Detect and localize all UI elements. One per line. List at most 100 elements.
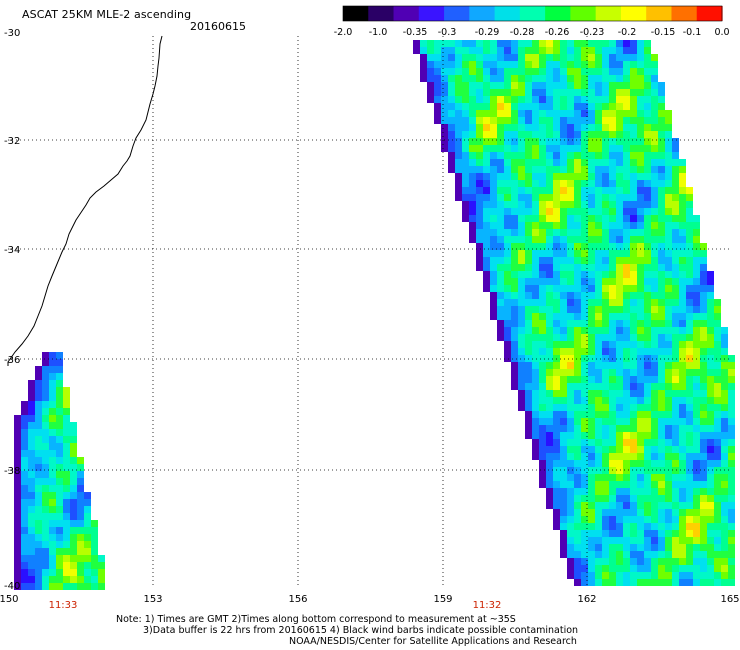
wind-cell: [609, 173, 616, 180]
wind-cell: [651, 439, 658, 446]
wind-cell: [707, 439, 714, 446]
wind-cell: [532, 236, 539, 243]
wind-edge-cell: [420, 75, 427, 82]
wind-cell: [658, 488, 665, 495]
wind-cell: [602, 152, 609, 159]
wind-cell: [714, 411, 721, 418]
wind-edge-cell: [420, 68, 427, 75]
wind-cell: [637, 355, 644, 362]
wind-cell: [616, 75, 623, 82]
wind-cell: [679, 341, 686, 348]
wind-cell: [602, 376, 609, 383]
wind-cell: [518, 299, 525, 306]
wind-cell: [588, 166, 595, 173]
wind-cell: [567, 96, 574, 103]
wind-cell: [623, 551, 630, 558]
wind-cell: [455, 82, 462, 89]
wind-cell: [686, 558, 693, 565]
wind-cell: [672, 467, 679, 474]
wind-cell: [581, 103, 588, 110]
wind-cell: [679, 509, 686, 516]
wind-edge-cell: [476, 243, 483, 250]
wind-cell: [693, 278, 700, 285]
wind-edge-cell: [14, 541, 21, 548]
wind-cell: [616, 257, 623, 264]
wind-cell: [84, 562, 91, 569]
wind-edge-cell: [504, 348, 511, 355]
wind-cell: [686, 355, 693, 362]
wind-cell: [581, 264, 588, 271]
wind-cell: [504, 145, 511, 152]
wind-cell: [686, 257, 693, 264]
wind-cell: [560, 523, 567, 530]
wind-cell: [588, 152, 595, 159]
lon-label: 150: [0, 594, 19, 605]
wind-cell: [707, 467, 714, 474]
wind-cell: [35, 450, 42, 457]
wind-cell: [602, 124, 609, 131]
wind-cell: [637, 229, 644, 236]
wind-cell: [483, 229, 490, 236]
wind-cell: [728, 544, 735, 551]
wind-cell: [567, 278, 574, 285]
wind-cell: [21, 485, 28, 492]
wind-cell: [70, 534, 77, 541]
wind-edge-cell: [28, 387, 35, 394]
wind-cell: [595, 453, 602, 460]
wind-cell: [469, 47, 476, 54]
wind-cell: [560, 96, 567, 103]
wind-cell: [553, 495, 560, 502]
colorbar-swatch: [519, 6, 546, 21]
wind-cell: [469, 208, 476, 215]
wind-cell: [581, 467, 588, 474]
wind-cell: [91, 576, 98, 583]
wind-cell: [63, 401, 70, 408]
wind-cell: [483, 201, 490, 208]
wind-cell: [497, 145, 504, 152]
wind-cell: [693, 285, 700, 292]
wind-cell: [588, 425, 595, 432]
wind-cell: [686, 509, 693, 516]
wind-cell: [616, 523, 623, 530]
wind-cell: [497, 243, 504, 250]
wind-edge-cell: [567, 565, 574, 572]
wind-cell: [595, 159, 602, 166]
wind-cell: [504, 180, 511, 187]
wind-cell: [714, 579, 721, 586]
wind-cell: [63, 485, 70, 492]
wind-cell: [700, 502, 707, 509]
wind-cell: [469, 110, 476, 117]
wind-cell: [35, 569, 42, 576]
wind-cell: [567, 222, 574, 229]
wind-cell: [63, 506, 70, 513]
wind-cell: [637, 47, 644, 54]
wind-cell: [665, 271, 672, 278]
wind-cell: [588, 299, 595, 306]
wind-cell: [651, 236, 658, 243]
wind-edge-cell: [497, 334, 504, 341]
wind-cell: [525, 82, 532, 89]
wind-cell: [623, 40, 630, 47]
wind-cell: [511, 299, 518, 306]
wind-cell: [630, 68, 637, 75]
wind-cell: [574, 159, 581, 166]
wind-cell: [476, 215, 483, 222]
wind-cell: [595, 264, 602, 271]
wind-cell: [679, 551, 686, 558]
wind-cell: [721, 397, 728, 404]
wind-edge-cell: [28, 380, 35, 387]
wind-cell: [651, 159, 658, 166]
wind-cell: [532, 222, 539, 229]
wind-cell: [28, 415, 35, 422]
wind-cell: [567, 425, 574, 432]
wind-cell: [490, 250, 497, 257]
wind-cell: [91, 548, 98, 555]
wind-cell: [728, 404, 735, 411]
wind-cell: [532, 264, 539, 271]
wind-cell: [448, 54, 455, 61]
wind-cell: [427, 47, 434, 54]
wind-cell: [623, 502, 630, 509]
wind-cell: [700, 509, 707, 516]
colorbar-label: -0.3: [438, 27, 457, 38]
wind-cell: [539, 292, 546, 299]
